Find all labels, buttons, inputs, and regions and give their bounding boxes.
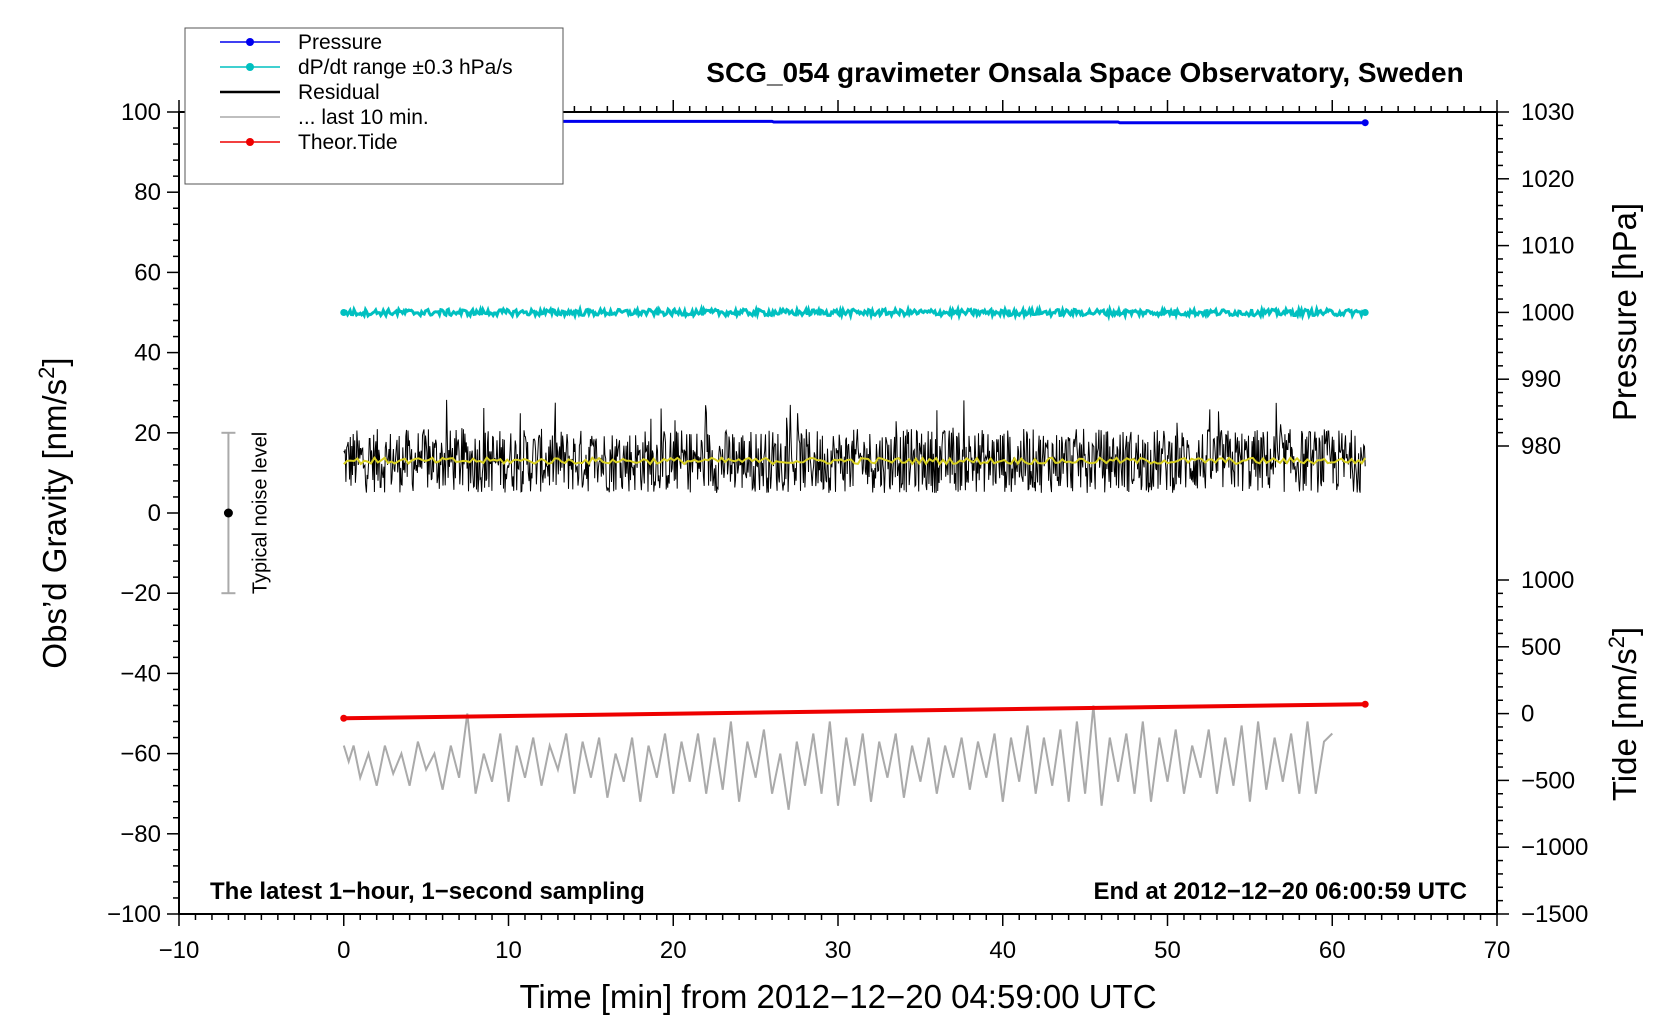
x-tick-label: 40: [989, 937, 1016, 964]
y-axis-title-tide-sup: 2: [1604, 636, 1629, 648]
y-left-tick-label: 100: [121, 99, 161, 126]
x-tick-label: 50: [1154, 937, 1181, 964]
x-tick-label: −10: [159, 937, 200, 964]
y-left-tick-label: 40: [134, 340, 161, 367]
legend-item-label: Pressure: [298, 31, 382, 54]
series-pressure: [343, 119, 1366, 125]
y-pressure-tick-label: 1020: [1521, 166, 1574, 193]
chart-title: SCG_054 gravimeter Onsala Space Observat…: [706, 57, 1463, 88]
noise-level-indicator: Typical noise level: [221, 431, 271, 595]
x-tick-label: 10: [495, 937, 522, 964]
y-tide-tick-label: 0: [1521, 701, 1534, 728]
y-pressure-tick-label: 1010: [1521, 233, 1574, 260]
y-pressure-tick-label: 980: [1521, 433, 1561, 460]
y-axis-title-tide-main: Tide [nm/s: [1606, 648, 1643, 801]
legend-swatch-marker: [246, 138, 254, 146]
series-theor-tide-start-point: [340, 714, 348, 722]
y-axis-title-tide-close: ]: [1606, 627, 1643, 636]
legend-item-label: ... last 10 min.: [298, 106, 429, 129]
series-residual: [343, 399, 1366, 493]
series-residual-smoothed: [343, 456, 1367, 466]
y-left-tick-label: 80: [134, 179, 161, 206]
y-axis-title-left-sup: 2: [34, 367, 59, 379]
y-left-tick-label: −60: [120, 741, 161, 768]
y-axis-title-tide: Tide [nm/s2]: [1604, 627, 1643, 801]
x-tick-label: 30: [825, 937, 852, 964]
y-axis-title-left: Obs’d Gravity [nm/s2]: [34, 357, 73, 668]
y-tide-tick-label: 1000: [1521, 567, 1574, 594]
y-left-tick-label: −100: [107, 901, 161, 928]
y-left-tick-label: −40: [120, 660, 161, 687]
y-tide-tick-label: −1500: [1521, 901, 1588, 928]
y-pressure-tick-label: 1030: [1521, 99, 1574, 126]
y-pressure-tick-label: 1000: [1521, 299, 1574, 326]
series-theor-tide: [343, 702, 1366, 721]
series-layer: [340, 119, 1369, 810]
legend-item-label: dP/dt range ±0.3 hPa/s: [298, 56, 513, 79]
y-axis-title-left-close: ]: [36, 357, 73, 366]
legend-box: [184, 27, 564, 185]
legend-item-label: Residual: [298, 81, 380, 104]
legend-item-label: Theor.Tide: [298, 131, 398, 154]
series-dpdt-start-point: [340, 309, 348, 316]
y-left-tick-label: 60: [134, 259, 161, 286]
x-tick-label: 20: [660, 937, 687, 964]
legend-swatch-marker: [246, 38, 254, 46]
x-tick-label: 0: [337, 937, 350, 964]
y-left-tick-label: 20: [134, 420, 161, 447]
series-dpdt-end-point: [1361, 309, 1369, 316]
series-theor-tide-end-point: [1361, 700, 1369, 708]
y-axis-title-left-main: Obs’d Gravity [nm/s: [36, 379, 73, 669]
y-left-tick-label: −80: [120, 821, 161, 848]
y-tide-tick-label: −1000: [1521, 834, 1588, 861]
noise-level-label: Typical noise level: [249, 432, 271, 594]
x-axis-title: Time [min] from 2012−12−20 04:59:00 UTC: [519, 978, 1156, 1015]
series-last-10-min: [342, 705, 1333, 810]
legend-swatch-marker: [246, 63, 254, 71]
y-left-tick-label: −20: [120, 580, 161, 607]
annotation-end-time: End at 2012−12−20 06:00:59 UTC: [1093, 878, 1467, 905]
y-pressure-tick-label: 990: [1521, 366, 1561, 393]
annotation-sampling: The latest 1−hour, 1−second sampling: [210, 878, 645, 905]
x-tick-label: 60: [1319, 937, 1346, 964]
series-pressure-end-point: [1361, 119, 1369, 127]
y-left-tick-label: 0: [148, 500, 161, 527]
axis-tick-labels: −10 0 10 20 30 40 50 60 70100806040200−20−40−60−…: [107, 99, 1588, 964]
y-axis-title-pressure: Pressure [hPa]: [1606, 203, 1643, 421]
y-tide-tick-label: 500: [1521, 634, 1561, 661]
y-tide-tick-label: −500: [1521, 767, 1575, 794]
series-dpdt: [343, 303, 1366, 322]
x-tick-label: 70: [1484, 937, 1511, 964]
noise-bar-center-point: [223, 508, 233, 518]
